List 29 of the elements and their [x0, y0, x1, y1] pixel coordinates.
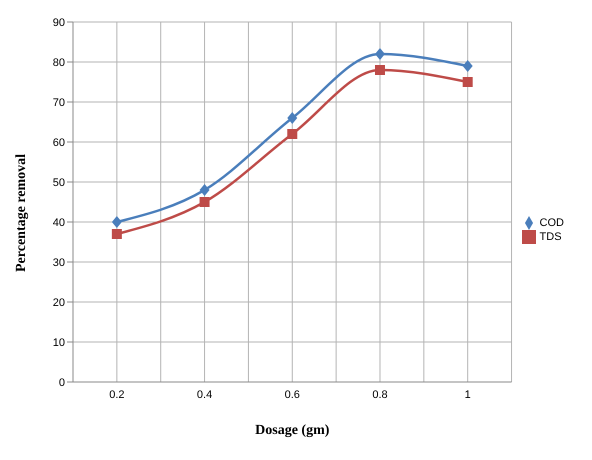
- point: [287, 112, 298, 124]
- point: [374, 65, 385, 75]
- point: [200, 184, 210, 196]
- x-tick-label: 1: [464, 388, 471, 401]
- point: [112, 229, 122, 239]
- y-tick-label: 50: [52, 176, 65, 189]
- x-axis-title: Dosage (gm): [255, 423, 330, 438]
- y-tick-label: 60: [52, 136, 65, 149]
- y-tick-label: 0: [58, 376, 65, 389]
- y-tick-label: 80: [52, 56, 65, 69]
- y-tick-label: 20: [52, 296, 65, 309]
- y-tick-label: 70: [52, 96, 65, 109]
- y-tick-label: 10: [52, 336, 65, 349]
- point: [462, 60, 473, 72]
- x-tick-label: 0.2: [109, 388, 125, 401]
- legend-label: TDS: [540, 230, 562, 243]
- y-axis-title: Percentage removal: [14, 154, 29, 272]
- y-tick-label: 90: [52, 16, 65, 29]
- x-tick-label: 0.8: [372, 388, 388, 401]
- y-tick-label: 30: [52, 256, 65, 269]
- point: [374, 48, 385, 60]
- y-tick-label: 40: [52, 216, 65, 229]
- point: [112, 216, 122, 228]
- point: [462, 77, 473, 87]
- point: [287, 129, 298, 139]
- legend-label: COD: [540, 216, 564, 229]
- x-tick-label: 0.4: [196, 388, 212, 401]
- x-tick-label: 0.6: [284, 388, 300, 401]
- point: [200, 197, 210, 207]
